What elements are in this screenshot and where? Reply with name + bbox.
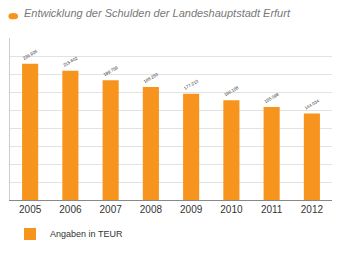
svg-text:2006: 2006: [59, 204, 82, 215]
svg-text:Entwicklung der Schulden der L: Entwicklung der Schulden der Landeshaupt…: [24, 7, 291, 19]
svg-text:199.759: 199.759: [102, 65, 119, 78]
svg-text:177.210: 177.210: [183, 78, 200, 91]
svg-text:2007: 2007: [100, 204, 123, 215]
svg-text:2011: 2011: [261, 204, 283, 215]
svg-text:215.602: 215.602: [62, 55, 79, 68]
svg-text:144.034: 144.034: [304, 98, 321, 111]
svg-text:2010: 2010: [220, 204, 243, 215]
svg-text:226.926: 226.926: [22, 48, 39, 61]
svg-text:2008: 2008: [140, 204, 163, 215]
svg-text:188.253: 188.253: [143, 72, 160, 85]
svg-text:2009: 2009: [180, 204, 203, 215]
svg-text:2005: 2005: [19, 204, 42, 215]
svg-text:2012: 2012: [301, 204, 324, 215]
svg-text:Angaben in TEUR: Angaben in TEUR: [50, 229, 123, 239]
svg-text:155.098: 155.098: [263, 91, 280, 104]
svg-text:166.158: 166.158: [223, 85, 240, 98]
